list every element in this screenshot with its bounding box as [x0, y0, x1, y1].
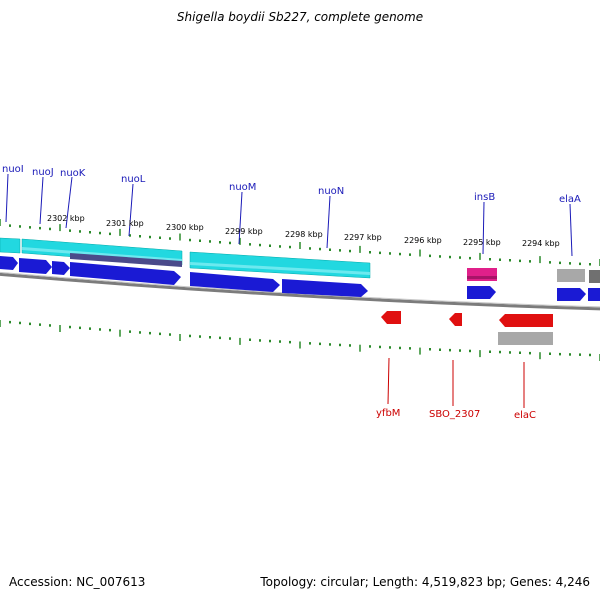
gene-label-leaders: [5, 173, 573, 257]
ruler-label: 2295 kbp: [463, 238, 501, 247]
inner-ruler-ticks: [0, 320, 600, 361]
cyan-gene-band-shade: [190, 262, 370, 275]
gene-label: SBO_2307: [429, 409, 480, 420]
blue-gene-arrow: [282, 279, 368, 297]
ruler-label: 2296 kbp: [404, 236, 442, 245]
bottom-gene-leaders: [387, 357, 525, 408]
blue-gene-arrow: [190, 272, 280, 292]
grey-feature: [589, 270, 600, 283]
gene-label: yfbM: [376, 408, 400, 419]
ruler-label: 2294 kbp: [522, 239, 560, 248]
ruler-label: 2301 kbp: [106, 219, 144, 228]
gene-label: insB: [474, 192, 495, 203]
gene-label: elaA: [559, 194, 581, 205]
blue-gene-arrow: [467, 286, 496, 299]
ruler-label: 2298 kbp: [285, 230, 323, 239]
blue-gene-arrow: [19, 258, 52, 274]
accession-label: Accession: NC_007613: [9, 575, 146, 589]
blue-gene-arrow: [52, 261, 70, 275]
insb-feature-shade: [467, 276, 497, 279]
topology-label: Topology: circular; Length: 4,519,823 bp…: [260, 575, 590, 589]
blue-gene-arrow: [0, 256, 18, 270]
outer-ruler-ticks: [0, 219, 600, 266]
genome-backbone: [0, 272, 600, 311]
gene-label: nuoN: [318, 186, 344, 197]
ruler-label: 2300 kbp: [166, 223, 204, 232]
insb-feature: [467, 268, 497, 281]
gene-label: nuoK: [60, 168, 86, 179]
red-gene-arrow: [449, 313, 462, 326]
ruler-label: 2302 kbp: [47, 214, 85, 223]
cyan-gene-band: [0, 237, 21, 254]
gene-label: nuoL: [121, 174, 146, 185]
grey-feature: [557, 269, 585, 282]
ruler-label: 2297 kbp: [344, 233, 382, 242]
grey-feature-bottom: [498, 332, 553, 345]
gene-label: elaC: [514, 410, 536, 421]
ruler-label: 2299 kbp: [225, 227, 263, 236]
blue-gene-arrow: [557, 288, 586, 301]
gene-label: nuoM: [229, 182, 256, 193]
figure-title: Shigella boydii Sb227, complete genome: [176, 10, 424, 24]
red-gene-arrow: [381, 311, 401, 324]
gene-label: nuoI: [2, 164, 24, 175]
blue-gene-arrow: [70, 262, 181, 285]
dark-gene-band: [70, 253, 182, 267]
blue-gene-arrow: [588, 288, 600, 301]
red-gene-arrow: [499, 314, 553, 327]
gene-label: nuoJ: [32, 167, 54, 178]
